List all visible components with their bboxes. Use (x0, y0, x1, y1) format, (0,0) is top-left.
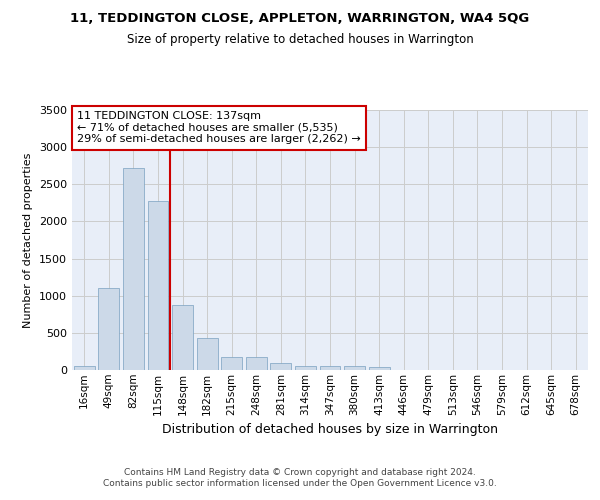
Y-axis label: Number of detached properties: Number of detached properties (23, 152, 34, 328)
Bar (221, 358, 242, 370)
Bar (148, 200, 169, 370)
Bar (344, 366, 365, 370)
Bar (246, 358, 267, 370)
X-axis label: Distribution of detached houses by size in Warrington: Distribution of detached houses by size … (162, 423, 498, 436)
Text: Contains HM Land Registry data © Crown copyright and database right 2024.
Contai: Contains HM Land Registry data © Crown c… (103, 468, 497, 487)
Text: 11 TEDDINGTON CLOSE: 137sqm
← 71% of detached houses are smaller (5,535)
29% of : 11 TEDDINGTON CLOSE: 137sqm ← 71% of det… (77, 112, 361, 144)
Bar (197, 338, 218, 370)
Bar (368, 368, 389, 370)
Text: 11, TEDDINGTON CLOSE, APPLETON, WARRINGTON, WA4 5QG: 11, TEDDINGTON CLOSE, APPLETON, WARRINGT… (70, 12, 530, 26)
Bar (320, 366, 340, 370)
Text: Size of property relative to detached houses in Warrington: Size of property relative to detached ho… (127, 32, 473, 46)
Bar (271, 364, 292, 370)
Bar (74, 366, 95, 370)
Bar (98, 288, 119, 370)
Bar (172, 306, 193, 370)
Bar (123, 168, 144, 370)
Bar (295, 366, 316, 370)
